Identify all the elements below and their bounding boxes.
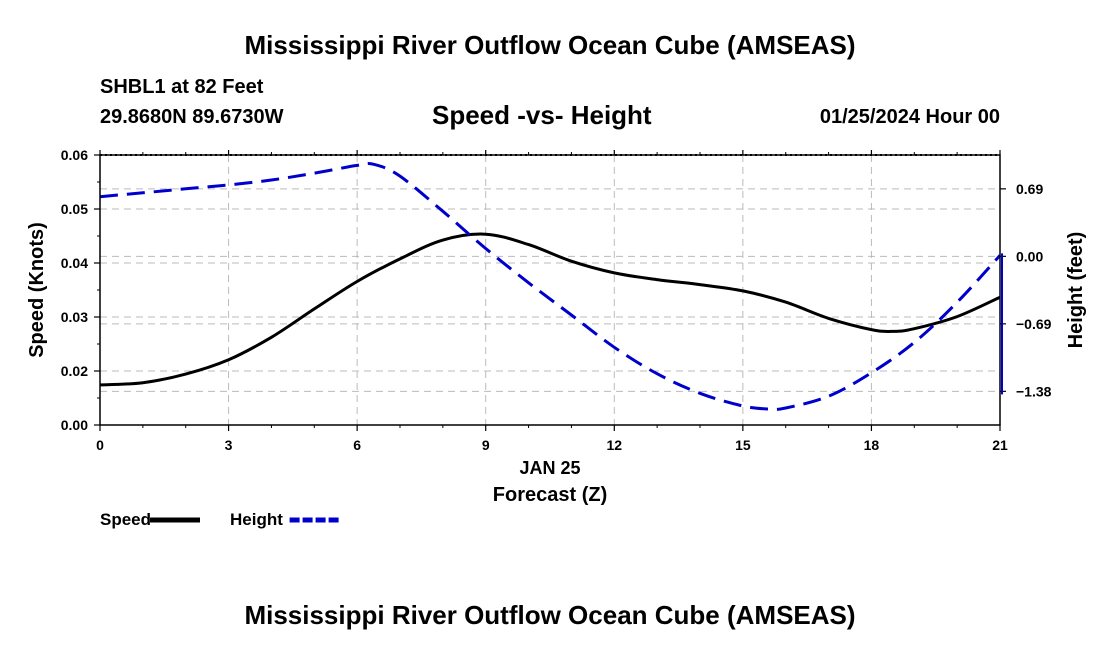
- y-tick-label: 0.06: [61, 147, 88, 163]
- second-chart-title: Mississippi River Outflow Ocean Cube (AM…: [244, 600, 856, 630]
- y-tick-label: 0.03: [61, 309, 88, 325]
- series-line-height: [99, 162, 1002, 411]
- series-line-speed: [99, 232, 1001, 387]
- y2-tick-label: 0.69: [1016, 181, 1043, 197]
- y2-axis-label: Height (feet): [1065, 232, 1087, 349]
- x-tick-label: 0: [96, 437, 104, 453]
- y-tick-label: 0.02: [61, 363, 88, 379]
- x-tick-label: 6: [353, 437, 361, 453]
- y-axis-label: Speed (Knots): [26, 222, 48, 358]
- forecast-datetime: 01/25/2024 Hour 00: [819, 106, 1000, 128]
- legend-label-speed: Speed: [100, 510, 151, 529]
- chart-title: Speed -vs- Height: [432, 100, 652, 130]
- legend: Speed Height: [100, 510, 340, 529]
- legend-label-height: Height: [230, 510, 283, 529]
- station-coordinates: 29.8680N 89.6730W: [100, 106, 284, 128]
- y-tick-label: 0.00: [61, 417, 88, 433]
- grid-layer: [100, 155, 1000, 425]
- plot-frame: [99, 154, 1001, 426]
- x-tick-label: 15: [735, 437, 751, 453]
- y2-tick-label: −1.38: [1016, 383, 1052, 399]
- y-tick-label: 0.05: [61, 201, 88, 217]
- x-tick-label: 9: [482, 437, 490, 453]
- x-tick-label: 21: [992, 437, 1008, 453]
- x-axis-date-label: JAN 25: [519, 458, 580, 478]
- x-tick-label: 18: [864, 437, 880, 453]
- chart-main-title: Mississippi River Outflow Ocean Cube (AM…: [244, 30, 856, 60]
- y2-tick-label: −0.69: [1016, 316, 1052, 332]
- x-axis-label: Forecast (Z): [493, 484, 607, 506]
- y-tick-label: 0.04: [61, 255, 88, 271]
- series-layer: [99, 162, 1002, 411]
- y2-tick-label: 0.00: [1016, 248, 1043, 264]
- station-name: SHBL1 at 82 Feet: [100, 76, 264, 98]
- axis-layer: 0 3 6 9 12 15 18 21 0.00 0.02 0.03 0.04 0.05 0.06 0.69…: [61, 147, 1052, 453]
- x-tick-label: 3: [225, 437, 233, 453]
- x-tick-label: 12: [606, 437, 622, 453]
